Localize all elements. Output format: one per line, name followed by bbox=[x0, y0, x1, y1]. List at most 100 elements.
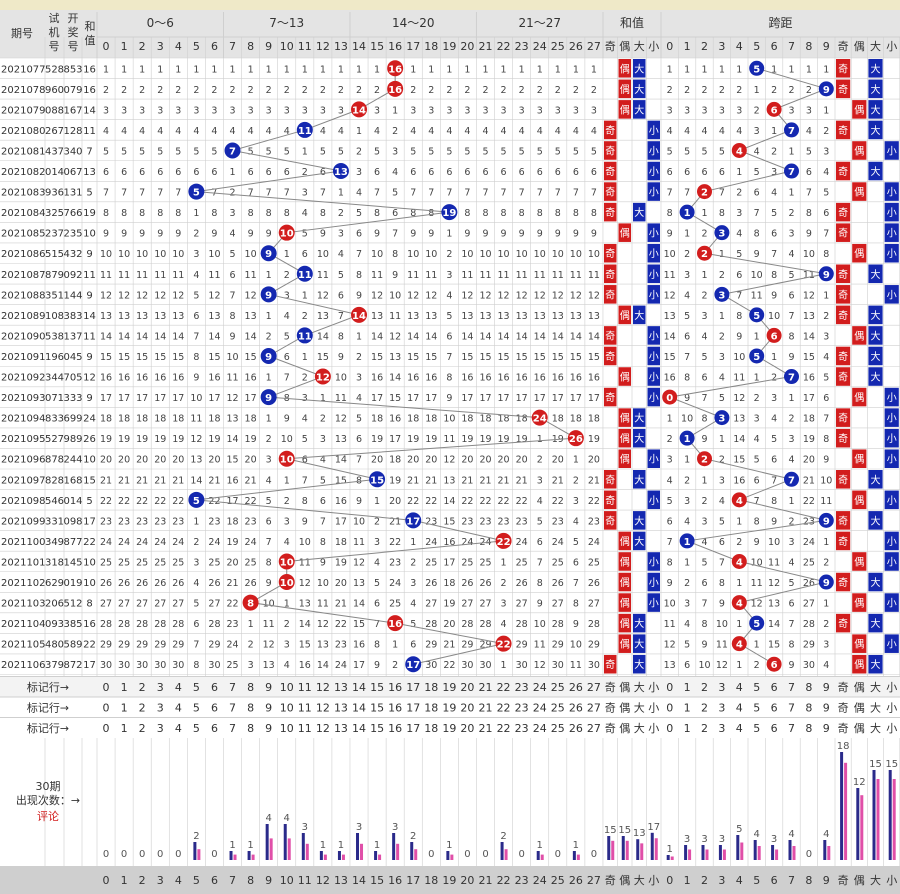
mark-sum-cell[interactable]: 19 bbox=[442, 701, 456, 714]
mark-sum-cell[interactable]: 16 bbox=[388, 681, 402, 694]
mark-sum-cell[interactable]: 25 bbox=[551, 722, 565, 735]
mark-sum-cell[interactable]: 1 bbox=[121, 701, 128, 714]
mark-right-cell[interactable]: 小 bbox=[886, 722, 897, 735]
mark-sum-cell[interactable]: 2 bbox=[139, 701, 146, 714]
mark-row-label[interactable]: 标记行→ bbox=[27, 700, 69, 714]
mark-sum-cell[interactable]: 18 bbox=[424, 681, 438, 694]
mark-right-cell[interactable]: 大 bbox=[870, 721, 881, 735]
mark-sum-cell[interactable]: 24 bbox=[533, 681, 547, 694]
mark-span-cell[interactable]: 8 bbox=[805, 681, 812, 694]
mark-span-cell[interactable]: 3 bbox=[718, 701, 725, 714]
mark-span-cell[interactable]: 0 bbox=[666, 701, 673, 714]
mark-sum-cell[interactable]: 6 bbox=[211, 701, 218, 714]
mark-sum-cell[interactable]: 19 bbox=[442, 681, 456, 694]
mark-span-cell[interactable]: 4 bbox=[736, 722, 743, 735]
mark-sum-cell[interactable]: 15 bbox=[370, 722, 384, 735]
mark-span-cell[interactable]: 2 bbox=[701, 681, 708, 694]
mark-span-cell[interactable]: 5 bbox=[753, 681, 760, 694]
mark-oe-cell[interactable]: 奇 bbox=[605, 722, 616, 735]
mark-sum-cell[interactable]: 22 bbox=[497, 681, 511, 694]
mark-sum-cell[interactable]: 25 bbox=[551, 681, 565, 694]
mark-sum-cell[interactable]: 10 bbox=[280, 701, 294, 714]
mark-sum-cell[interactable]: 20 bbox=[460, 701, 474, 714]
mark-sum-cell[interactable]: 3 bbox=[157, 701, 164, 714]
mark-sum-cell[interactable]: 5 bbox=[193, 681, 200, 694]
mark-sum-cell[interactable]: 20 bbox=[460, 722, 474, 735]
mark-oe-cell[interactable]: 大 bbox=[634, 700, 645, 714]
mark-right-cell[interactable]: 小 bbox=[886, 681, 897, 694]
mark-span-cell[interactable]: 1 bbox=[684, 701, 691, 714]
mark-sum-cell[interactable]: 8 bbox=[247, 701, 254, 714]
mark-sum-cell[interactable]: 10 bbox=[280, 722, 294, 735]
mark-span-cell[interactable]: 7 bbox=[788, 681, 795, 694]
mark-right-cell[interactable]: 小 bbox=[886, 701, 897, 714]
mark-span-cell[interactable]: 9 bbox=[823, 681, 830, 694]
mark-sum-cell[interactable]: 9 bbox=[265, 701, 272, 714]
mark-sum-cell[interactable]: 16 bbox=[388, 722, 402, 735]
mark-span-cell[interactable]: 3 bbox=[718, 722, 725, 735]
mark-sum-cell[interactable]: 12 bbox=[316, 722, 330, 735]
mark-oe-cell[interactable]: 奇 bbox=[605, 681, 616, 694]
mark-sum-cell[interactable]: 19 bbox=[442, 722, 456, 735]
mark-span-cell[interactable]: 5 bbox=[753, 722, 760, 735]
mark-sum-cell[interactable]: 17 bbox=[406, 681, 420, 694]
mark-sum-cell[interactable]: 23 bbox=[515, 701, 529, 714]
mark-oe-cell[interactable]: 小 bbox=[648, 681, 659, 694]
mark-span-cell[interactable]: 1 bbox=[684, 722, 691, 735]
mark-span-cell[interactable]: 2 bbox=[701, 701, 708, 714]
mark-sum-cell[interactable]: 22 bbox=[497, 722, 511, 735]
mark-sum-cell[interactable]: 21 bbox=[479, 681, 493, 694]
mark-oe-cell[interactable]: 偶 bbox=[619, 722, 630, 735]
mark-span-cell[interactable]: 8 bbox=[805, 701, 812, 714]
mark-sum-cell[interactable]: 22 bbox=[497, 701, 511, 714]
mark-span-cell[interactable]: 9 bbox=[823, 701, 830, 714]
mark-span-cell[interactable]: 2 bbox=[701, 722, 708, 735]
mark-right-cell[interactable]: 偶 bbox=[854, 681, 865, 694]
mark-sum-cell[interactable]: 16 bbox=[388, 701, 402, 714]
mark-sum-cell[interactable]: 0 bbox=[103, 681, 110, 694]
mark-span-cell[interactable]: 5 bbox=[753, 701, 760, 714]
mark-sum-cell[interactable]: 14 bbox=[352, 722, 366, 735]
mark-span-cell[interactable]: 7 bbox=[788, 701, 795, 714]
mark-span-cell[interactable]: 4 bbox=[736, 681, 743, 694]
mark-sum-cell[interactable]: 26 bbox=[569, 701, 583, 714]
mark-right-cell[interactable]: 大 bbox=[870, 680, 881, 694]
mark-sum-cell[interactable]: 5 bbox=[193, 722, 200, 735]
mark-sum-cell[interactable]: 12 bbox=[316, 681, 330, 694]
mark-sum-cell[interactable]: 7 bbox=[229, 722, 236, 735]
mark-right-cell[interactable]: 奇 bbox=[838, 701, 849, 714]
mark-row-label[interactable]: 标记行→ bbox=[27, 721, 69, 735]
mark-span-cell[interactable]: 3 bbox=[718, 681, 725, 694]
mark-sum-cell[interactable]: 3 bbox=[157, 681, 164, 694]
mark-right-cell[interactable]: 大 bbox=[870, 700, 881, 714]
mark-sum-cell[interactable]: 4 bbox=[175, 722, 182, 735]
mark-sum-cell[interactable]: 4 bbox=[175, 681, 182, 694]
mark-sum-cell[interactable]: 17 bbox=[406, 722, 420, 735]
mark-span-cell[interactable]: 6 bbox=[771, 681, 778, 694]
mark-span-cell[interactable]: 4 bbox=[736, 701, 743, 714]
mark-right-cell[interactable]: 偶 bbox=[854, 722, 865, 735]
mark-sum-cell[interactable]: 26 bbox=[569, 681, 583, 694]
mark-span-cell[interactable]: 0 bbox=[666, 681, 673, 694]
mark-sum-cell[interactable]: 1 bbox=[121, 681, 128, 694]
mark-sum-cell[interactable]: 15 bbox=[370, 681, 384, 694]
mark-span-cell[interactable]: 8 bbox=[805, 722, 812, 735]
mark-sum-cell[interactable]: 4 bbox=[175, 701, 182, 714]
mark-sum-cell[interactable]: 2 bbox=[139, 681, 146, 694]
mark-sum-cell[interactable]: 12 bbox=[316, 701, 330, 714]
mark-span-cell[interactable]: 6 bbox=[771, 701, 778, 714]
mark-sum-cell[interactable]: 14 bbox=[352, 701, 366, 714]
mark-oe-cell[interactable]: 小 bbox=[648, 701, 659, 714]
mark-sum-cell[interactable]: 10 bbox=[280, 681, 294, 694]
mark-span-cell[interactable]: 7 bbox=[788, 722, 795, 735]
mark-sum-cell[interactable]: 9 bbox=[265, 722, 272, 735]
mark-row-label[interactable]: 标记行→ bbox=[27, 680, 69, 694]
mark-sum-cell[interactable]: 24 bbox=[533, 701, 547, 714]
mark-span-cell[interactable]: 1 bbox=[684, 681, 691, 694]
mark-right-cell[interactable]: 偶 bbox=[854, 701, 865, 714]
mark-sum-cell[interactable]: 0 bbox=[103, 701, 110, 714]
mark-sum-cell[interactable]: 27 bbox=[587, 701, 601, 714]
mark-sum-cell[interactable]: 13 bbox=[334, 701, 348, 714]
mark-oe-cell[interactable]: 大 bbox=[634, 680, 645, 694]
mark-sum-cell[interactable]: 26 bbox=[569, 722, 583, 735]
